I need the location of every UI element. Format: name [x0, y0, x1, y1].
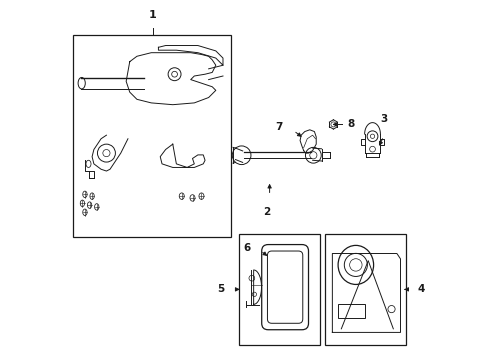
- Text: 3: 3: [380, 114, 387, 125]
- Text: 4: 4: [417, 284, 424, 294]
- Bar: [239, 234, 319, 345]
- Text: 2: 2: [263, 207, 270, 217]
- Text: 1: 1: [149, 10, 157, 21]
- Text: 6: 6: [243, 243, 250, 253]
- Text: 8: 8: [347, 120, 354, 129]
- Text: 7: 7: [275, 122, 282, 132]
- Bar: [325, 234, 405, 345]
- Bar: [337, 304, 364, 318]
- Text: 5: 5: [217, 284, 224, 294]
- Bar: [73, 35, 230, 237]
